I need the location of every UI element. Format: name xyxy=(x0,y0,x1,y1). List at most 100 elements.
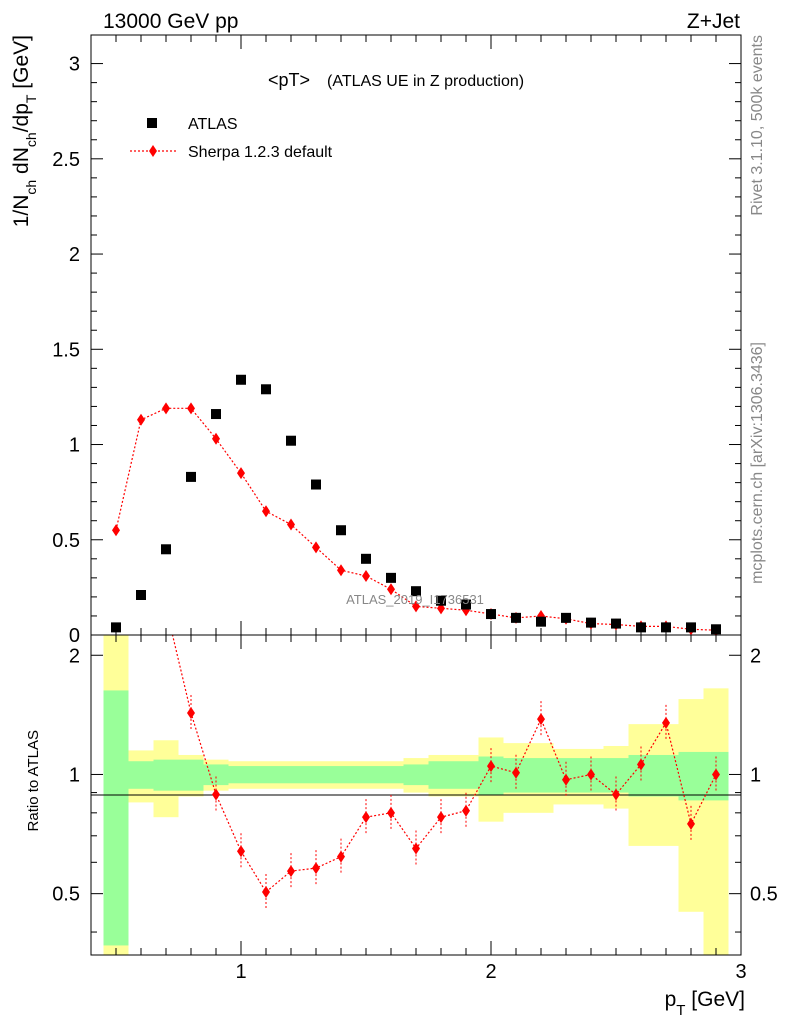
ratio-point xyxy=(387,806,395,819)
main-y-tick-label: 0.5 xyxy=(52,530,80,552)
x-axis-title: pT [GeV] xyxy=(665,988,745,1019)
atlas-point xyxy=(211,409,221,420)
atlas-point xyxy=(561,612,571,623)
atlas-point xyxy=(286,435,296,446)
sherpa-point xyxy=(212,432,220,445)
ratio-point xyxy=(437,811,445,824)
sherpa-point xyxy=(137,413,145,426)
mcplots-label: mcplots.cern.ch [arXiv:1306.3436] xyxy=(749,342,766,584)
atlas-point xyxy=(536,616,546,627)
legend-sherpa-marker xyxy=(149,145,157,157)
atlas-point xyxy=(661,622,671,633)
ratio-ticks: 0.5 0.5 1 1 2 2 1 2 3 xyxy=(52,635,778,983)
ratio-band-inner xyxy=(403,764,429,786)
ratio-point xyxy=(412,842,420,855)
ratio-x-tick-label: 2 xyxy=(485,961,496,983)
analysis-watermark: ATLAS_2019_I1736531 xyxy=(346,592,484,607)
main-y-tick-label: 1.5 xyxy=(52,339,80,361)
main-y-axis-title: 1/Nch dNch/dpT [GeV] xyxy=(10,35,39,227)
main-panel: 0 0.5 1 1.5 2 2.5 3 <pT> (ATLAS UE in Z produc… xyxy=(52,34,742,647)
ratio-point xyxy=(312,862,320,875)
ratio-y-tick-label: 1 xyxy=(69,764,80,786)
ratio-band-inner xyxy=(353,766,379,784)
process-label: Z+Jet xyxy=(687,10,740,33)
atlas-point xyxy=(361,553,371,564)
sherpa-point xyxy=(387,583,395,596)
ratio-point xyxy=(662,716,670,729)
main-y-tick-label: 3 xyxy=(69,54,80,76)
sherpa-point xyxy=(412,600,420,613)
ratio-band-inner xyxy=(303,766,329,784)
plot-title-main: <pT> xyxy=(268,70,310,90)
atlas-point xyxy=(236,374,246,385)
ratio-marks xyxy=(171,635,720,910)
ratio-point xyxy=(562,773,570,786)
ratio-x-tick-label: 3 xyxy=(735,961,746,983)
collision-label: 13000 GeV pp xyxy=(103,10,238,33)
ratio-y-tick-label-right: 1 xyxy=(750,764,761,786)
atlas-point xyxy=(511,612,521,623)
atlas-point xyxy=(386,572,396,583)
ratio-band-inner xyxy=(278,766,304,784)
atlas-point xyxy=(336,525,346,536)
ratio-band-inner xyxy=(253,766,279,784)
ratio-point xyxy=(687,817,695,830)
ratio-band-inner xyxy=(378,766,404,784)
main-y-tick-label: 2.5 xyxy=(52,149,80,171)
atlas-point xyxy=(136,590,146,600)
sherpa-point xyxy=(187,402,195,415)
ratio-band-inner xyxy=(528,758,554,793)
atlas-point xyxy=(411,586,421,597)
atlas-point xyxy=(311,479,321,490)
sherpa-point xyxy=(287,518,295,531)
ratio-band-inner xyxy=(678,751,704,801)
sherpa-point xyxy=(337,564,345,577)
ratio-point xyxy=(537,713,545,726)
sherpa-point xyxy=(112,524,120,537)
ratio-y-tick-label-right: 0.5 xyxy=(750,884,778,906)
ratio-band-inner xyxy=(653,754,679,797)
atlas-point xyxy=(686,622,696,633)
ratio-y-axis-title: Ratio to ATLAS xyxy=(25,730,42,831)
ratio-y-tick-label: 2 xyxy=(69,645,80,667)
ratio-point xyxy=(612,788,620,801)
main-y-tick-label: 2 xyxy=(69,244,80,266)
ratio-band-inner xyxy=(228,766,254,784)
legend-atlas-marker xyxy=(147,118,157,128)
main-marks xyxy=(111,374,721,637)
legend-atlas-label: ATLAS xyxy=(188,116,238,133)
atlas-point xyxy=(636,622,646,633)
main-y-tick-label: 0 xyxy=(69,625,80,647)
ratio-x-tick-label: 1 xyxy=(235,961,246,983)
ratio-band-inner xyxy=(153,759,179,791)
sherpa-point xyxy=(237,467,245,480)
atlas-point xyxy=(611,618,621,629)
sherpa-point xyxy=(362,569,370,582)
ratio-point xyxy=(637,758,645,771)
ratio-point xyxy=(712,768,720,781)
ratio-band-inner xyxy=(328,766,354,784)
ratio-band-inner xyxy=(203,764,229,786)
legend-sherpa-label: Sherpa 1.2.3 default xyxy=(188,144,333,161)
atlas-point xyxy=(461,599,471,610)
ratio-band-inner xyxy=(103,690,129,946)
ratio-point xyxy=(287,865,295,878)
atlas-point xyxy=(111,622,121,633)
ratio-point xyxy=(512,766,520,779)
ratio-point xyxy=(262,885,270,898)
atlas-point xyxy=(711,624,721,635)
ratio-panel: 0.5 0.5 1 1 2 2 1 2 3 xyxy=(52,634,778,983)
ratio-band-inner xyxy=(603,758,629,793)
sherpa-point xyxy=(162,402,170,415)
ratio-point xyxy=(212,788,220,801)
atlas-point xyxy=(486,609,496,620)
ratio-point xyxy=(587,768,595,781)
ratio-point xyxy=(487,760,495,773)
ratio-band-outer xyxy=(703,688,729,955)
ratio-y-tick-label: 0.5 xyxy=(52,884,80,906)
atlas-point xyxy=(161,544,171,555)
ratio-point xyxy=(237,845,245,858)
ratio-band-inner xyxy=(428,761,454,789)
ratio-point xyxy=(187,706,195,719)
